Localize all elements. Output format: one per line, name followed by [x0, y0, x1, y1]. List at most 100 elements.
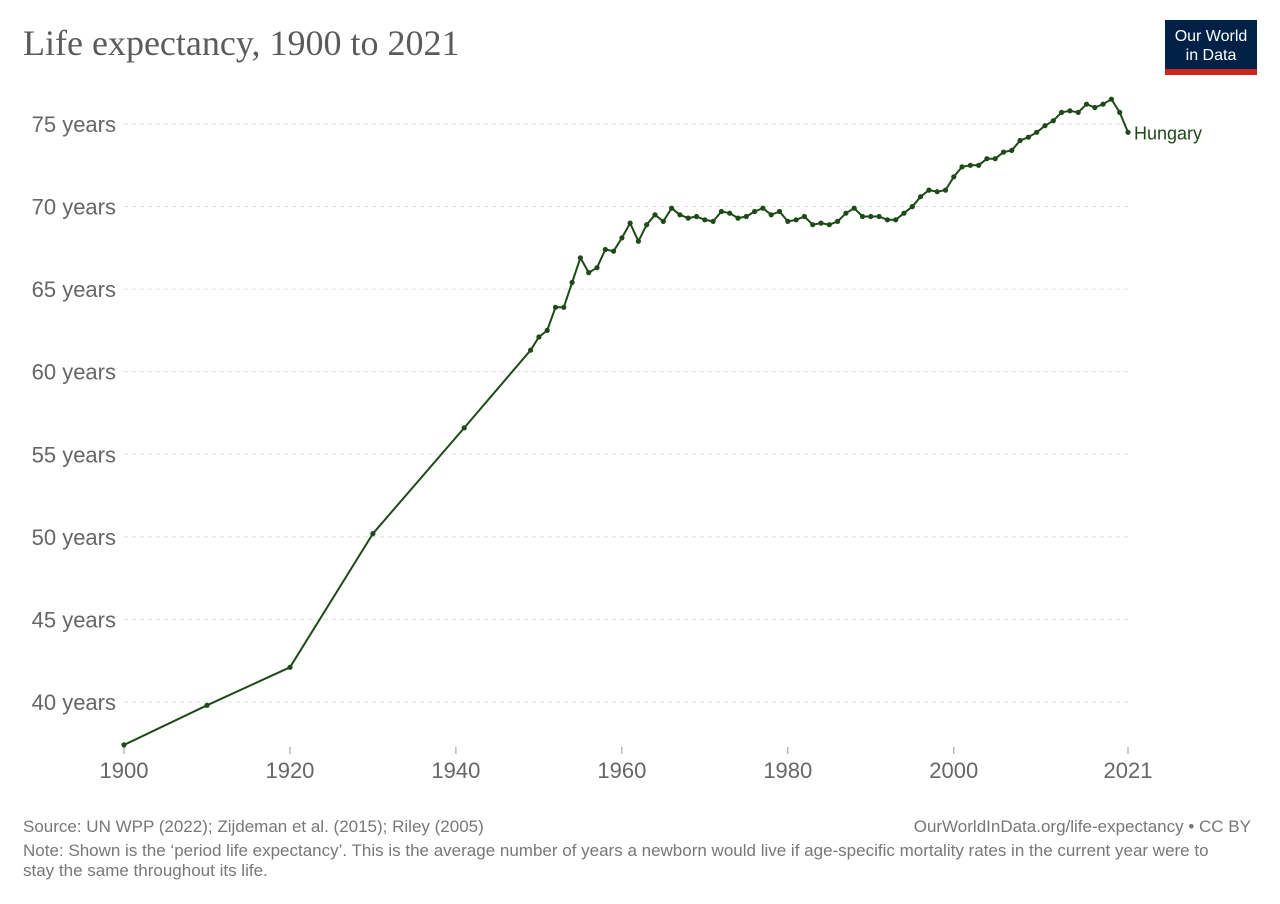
- data-point-1979: [776, 208, 783, 215]
- data-point-1994: [901, 210, 907, 216]
- y-tick-label-45: 45 years: [32, 607, 116, 632]
- x-tick-label-1960: 1960: [597, 758, 646, 783]
- data-point-2009: [1025, 134, 1031, 140]
- data-point-2006: [1000, 149, 1007, 155]
- data-point-1996: [918, 194, 924, 200]
- data-point-2005: [992, 156, 998, 162]
- data-point-1987: [843, 210, 849, 216]
- data-point-1980: [785, 218, 791, 224]
- data-point-1981: [793, 217, 799, 223]
- data-point-1998: [934, 189, 940, 195]
- data-point-2012: [1050, 118, 1056, 124]
- logo-line-1: Our World: [1174, 28, 1248, 45]
- data-point-2014: [1067, 108, 1073, 114]
- data-point-2015: [1075, 109, 1081, 115]
- data-point-1957: [594, 265, 600, 271]
- data-point-1956: [586, 270, 592, 276]
- data-point-1959: [611, 248, 617, 254]
- y-axis: 40 years 45 years 50 years 55 years 60 years…: [32, 112, 116, 715]
- data-point-1971: [710, 218, 716, 224]
- data-point-1964: [652, 212, 658, 218]
- x-axis: 1900 1920 1940 1960 1980 2000 2021: [100, 747, 1153, 783]
- x-tick-label-2000: 2000: [929, 758, 978, 783]
- data-point-1974: [735, 215, 741, 221]
- data-point-1992: [884, 217, 891, 223]
- data-point-1986: [835, 218, 841, 224]
- data-point-1951: [544, 327, 550, 333]
- data-point-1900: [121, 742, 127, 748]
- data-point-1970: [702, 217, 708, 223]
- data-point-1995: [909, 204, 915, 210]
- data-point-1966: [669, 205, 675, 211]
- x-tick-label-2021: 2021: [1104, 758, 1153, 783]
- data-point-1990: [868, 213, 874, 220]
- y-tick-label-70: 70 years: [32, 195, 116, 220]
- data-point-2017: [1092, 104, 1098, 111]
- grid-lines: [124, 123, 1128, 703]
- y-tick-label-60: 60 years: [32, 360, 116, 385]
- x-tick-label-1920: 1920: [265, 758, 314, 783]
- data-point-1978: [768, 212, 774, 218]
- y-tick-label-75: 75 years: [32, 112, 116, 137]
- data-point-1930: [370, 531, 376, 537]
- data-point-1920: [287, 664, 293, 670]
- data-point-2002: [967, 162, 973, 168]
- x-tick-label-1940: 1940: [431, 758, 480, 783]
- data-point-1968: [685, 215, 691, 221]
- data-point-1963: [644, 222, 650, 228]
- data-point-1958: [602, 246, 608, 253]
- y-tick-label-55: 55 years: [32, 442, 116, 467]
- data-point-1972: [718, 208, 725, 215]
- data-point-1960: [619, 235, 625, 241]
- definition-note: Note: Shown is the ‘period life expectan…: [23, 841, 1209, 880]
- series-layer: Hungary: [121, 96, 1202, 748]
- data-point-1982: [801, 213, 808, 220]
- logo-accent-bar: [1165, 69, 1257, 75]
- x-tick-label-1900: 1900: [100, 758, 149, 783]
- data-point-2011: [1042, 123, 1048, 129]
- data-point-1910: [204, 702, 210, 708]
- data-point-1976: [752, 208, 758, 215]
- data-point-2020: [1117, 109, 1123, 115]
- data-point-1954: [569, 279, 575, 286]
- data-point-1955: [577, 255, 584, 261]
- data-point-2001: [959, 164, 965, 170]
- data-point-1969: [693, 213, 700, 220]
- logo-line-2: in Data: [1185, 47, 1237, 64]
- series-label-hungary: Hungary: [1134, 123, 1202, 143]
- data-point-2003: [976, 162, 982, 168]
- data-point-1967: [677, 212, 683, 218]
- owid-logo[interactable]: Our World in Data: [1165, 20, 1257, 75]
- data-point-1952: [552, 304, 559, 310]
- data-point-2010: [1034, 129, 1040, 135]
- data-point-1983: [810, 222, 816, 228]
- life-expectancy-chart: 40 years 45 years 50 years 55 years 60 years…: [32, 96, 1202, 783]
- data-point-1985: [826, 222, 832, 228]
- data-point-2000: [951, 174, 957, 180]
- y-tick-label-65: 65 years: [32, 277, 116, 302]
- data-point-1977: [760, 205, 766, 211]
- data-point-1993: [893, 217, 899, 223]
- data-point-1988: [851, 205, 857, 211]
- data-point-1953: [561, 304, 567, 310]
- data-point-1991: [876, 213, 882, 220]
- data-point-2018: [1100, 101, 1106, 107]
- chart-title: Life expectancy, 1900 to 2021: [23, 23, 460, 63]
- source-note: Source: UN WPP (2022); Zijdeman et al. (…: [23, 817, 484, 836]
- data-point-1997: [926, 187, 932, 193]
- x-tick-label-1980: 1980: [763, 758, 812, 783]
- data-point-1975: [743, 213, 749, 220]
- data-point-2021: [1125, 129, 1131, 135]
- data-point-1984: [818, 220, 824, 226]
- data-point-1989: [859, 213, 866, 220]
- data-point-1941: [461, 425, 467, 431]
- data-point-1973: [727, 210, 733, 216]
- data-point-2004: [984, 156, 990, 162]
- data-point-1965: [660, 218, 666, 224]
- data-point-2008: [1017, 137, 1023, 144]
- data-point-2016: [1083, 101, 1090, 107]
- data-point-1962: [635, 238, 642, 244]
- license-link[interactable]: OurWorldInData.org/life-expectancy • CC …: [913, 817, 1251, 836]
- data-point-2019: [1108, 96, 1114, 102]
- data-point-1950: [536, 334, 542, 340]
